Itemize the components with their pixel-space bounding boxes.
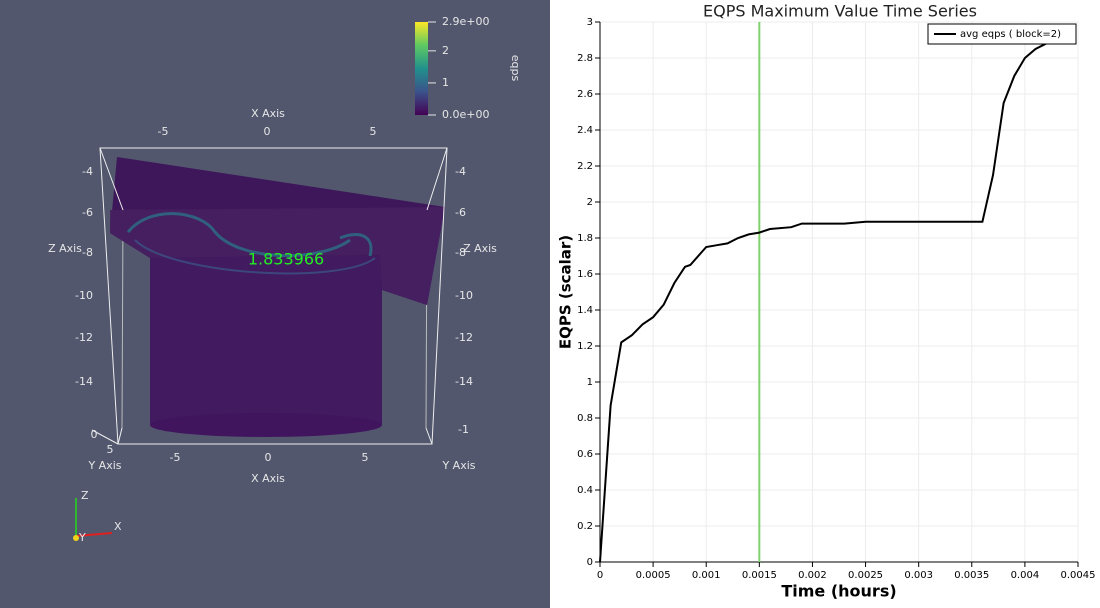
y-tick-label: 1.8	[577, 233, 593, 244]
y-axis-title: Y Axis	[87, 459, 121, 472]
z-tick-label: -12	[455, 331, 473, 344]
colorbar-title: eqps	[509, 55, 522, 82]
x-tick-label: 5	[370, 125, 377, 138]
x-tick-label: 0.002	[798, 570, 827, 581]
bounding-box	[91, 147, 448, 445]
y-tick-label: 2.4	[577, 125, 593, 136]
z-tick-label: -6	[82, 206, 93, 219]
y-axis-label: EQPS (scalar)	[557, 235, 575, 349]
x-axis-label: Time (hours)	[781, 582, 896, 601]
y-tick-label: 2.2	[577, 161, 593, 172]
y-tick-label: 0.4	[577, 485, 593, 496]
x-tick-label: 0.003	[904, 570, 933, 581]
z-tick-label: -14	[75, 375, 93, 388]
x-tick-label: 0.0035	[954, 570, 989, 581]
colorbar-tick-label: 1	[442, 76, 449, 89]
y-tick-label: 0	[587, 557, 593, 568]
line-series	[599, 39, 1058, 563]
x-tick-label: 0.001	[692, 570, 721, 581]
y-tick-label: 1.4	[577, 305, 593, 316]
x-tick-label: 0	[265, 451, 272, 464]
z-tick-label: -10	[455, 289, 473, 302]
y-tick-label: 0.8	[577, 413, 593, 424]
x-tick-label: 0	[597, 570, 603, 581]
y-tick-label: 0.2	[577, 521, 593, 532]
annotation: 1.833966	[248, 250, 324, 269]
chart-title: EQPS Maximum Value Time Series	[703, 2, 977, 21]
y-tick-label: 1.2	[577, 341, 593, 352]
z-axis-title: Z Axis	[463, 242, 497, 255]
orientation-label: Y	[78, 531, 86, 544]
y-axis-title: Y Axis	[441, 459, 475, 472]
x-tick-label: 5	[362, 451, 369, 464]
y-tick-label: 0	[91, 428, 98, 441]
x-tick-label: 0.0025	[848, 570, 883, 581]
orientation-label: Z	[81, 489, 89, 502]
y-tick-label: 0.6	[577, 449, 593, 460]
orientation-axes: Z X Y	[73, 489, 122, 544]
z-tick-label: -4	[455, 165, 466, 178]
geometry	[110, 157, 445, 437]
colorbar-tick-label: 0.0e+00	[442, 108, 489, 121]
z-tick-label: -8	[455, 246, 466, 259]
x-tick-label: -5	[170, 451, 181, 464]
colorbar-tick-label: 2	[442, 44, 449, 57]
y-tick-label: 2.6	[577, 89, 593, 100]
colorbar	[415, 22, 428, 115]
z-tick-label: -12	[75, 331, 93, 344]
y-tick-label: 3	[587, 17, 593, 28]
x-tick-label: 0.0045	[1061, 570, 1096, 581]
x-axis-title: X Axis	[251, 107, 285, 120]
x-tick-label: 0.0005	[636, 570, 671, 581]
z-tick-label: -14	[455, 375, 473, 388]
x-tick-label: -5	[158, 125, 169, 138]
z-tick-label: -6	[455, 206, 466, 219]
y-tick-label: 2.8	[577, 53, 593, 64]
y-tick-label: 2	[587, 197, 593, 208]
y-tick-label: 1	[587, 377, 593, 388]
y-tick-label: 1.6	[577, 269, 593, 280]
orientation-label: X	[114, 520, 122, 533]
x-tick-label: 0.004	[1011, 570, 1040, 581]
y-tick-label: -1	[458, 423, 469, 436]
z-tick-label: -10	[75, 289, 93, 302]
chart-view	[550, 0, 1100, 608]
z-tick-label: -8	[82, 246, 93, 259]
x-axis-title: X Axis	[251, 472, 285, 485]
z-axis-title: Z Axis	[48, 242, 82, 255]
y-tick-label: 5	[107, 443, 114, 456]
legend-label: avg eqps ( block=2)	[960, 29, 1061, 40]
x-tick-label: 0.0015	[742, 570, 777, 581]
x-tick-label: 0	[264, 125, 271, 138]
legend	[927, 23, 1077, 45]
z-tick-label: -4	[82, 165, 93, 178]
colorbar-tick-label: 2.9e+00	[442, 15, 489, 28]
